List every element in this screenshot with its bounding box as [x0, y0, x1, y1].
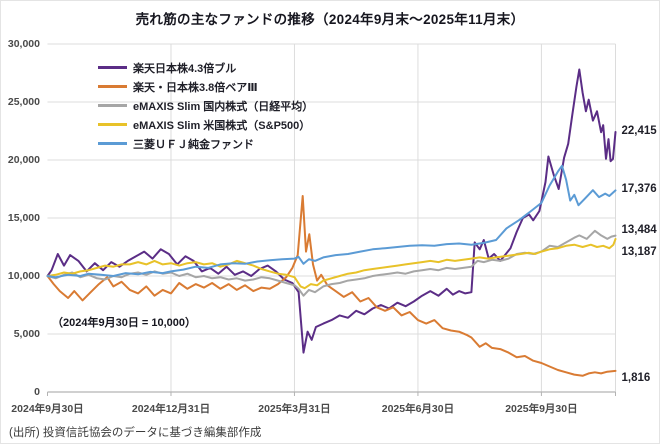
- y-axis-tick-label: 0: [34, 385, 40, 398]
- y-axis-tick-label: 30,000: [7, 37, 40, 50]
- y-axis-tick-label: 10,000: [7, 269, 40, 282]
- series-end-value-label: 1,816: [621, 371, 651, 384]
- legend-label: 三菱ＵＦＪ純金ファンド: [133, 138, 254, 151]
- source-note: (出所) 投資信託協会のデータに基づき編集部作成: [9, 427, 262, 439]
- x-axis-tick-label: 2024年9月30日: [11, 403, 84, 415]
- series-line-0: [46, 68, 617, 354]
- chart-title: 売れ筋の主なファンドの推移（2024年9月末～2025年11月末）: [135, 12, 525, 27]
- y-axis-tick-label: 25,000: [7, 95, 40, 108]
- y-axis-tick-label: 5,000: [13, 327, 40, 340]
- legend-item: 三菱ＵＦＪ純金ファンド: [98, 134, 313, 153]
- legend-item: 楽天日本株4.3倍ブル: [98, 58, 313, 77]
- legend-line-swatch: [98, 142, 127, 145]
- legend-line-swatch: [98, 104, 127, 107]
- series-end-value-label: 13,484: [621, 223, 657, 236]
- series-end-value-label: 13,187: [621, 246, 657, 259]
- y-axis-tick-label: 20,000: [7, 153, 40, 166]
- legend-line-swatch: [98, 66, 127, 69]
- x-axis-tick-label: 2024年12月31日: [131, 403, 211, 415]
- legend-label: 楽天・日本株3.8倍ベアⅢ: [133, 81, 258, 94]
- legend: 楽天日本株4.3倍ブル 楽天・日本株3.8倍ベアⅢ eMAXIS Slim 国内…: [98, 58, 313, 153]
- legend-line-swatch: [98, 85, 127, 88]
- y-axis-tick-label: 15,000: [7, 211, 40, 224]
- legend-label: 楽天日本株4.3倍ブル: [133, 62, 237, 75]
- x-axis-tick-label: 2025年6月30日: [381, 403, 455, 415]
- legend-line-swatch: [98, 123, 127, 126]
- series-line-3: [46, 238, 617, 290]
- legend-label: eMAXIS Slim 米国株式（S&P500）: [133, 119, 311, 132]
- legend-item: eMAXIS Slim 国内株式（日経平均）: [98, 96, 313, 115]
- baseline-annotation: （2024年9月30日 = 10,000）: [52, 317, 197, 329]
- series-end-value-label: 22,415: [621, 124, 657, 137]
- legend-item: 楽天・日本株3.8倍ベアⅢ: [98, 77, 313, 96]
- series-line-1: [46, 195, 617, 377]
- x-axis-tick-label: 2025年9月30日: [505, 403, 578, 415]
- series-end-value-label: 17,376: [621, 183, 657, 196]
- legend-item: eMAXIS Slim 米国株式（S&P500）: [98, 115, 313, 134]
- x-axis-tick-label: 2025年3月31日: [258, 403, 331, 415]
- series-line-4: [46, 164, 617, 279]
- legend-label: eMAXIS Slim 国内株式（日経平均）: [133, 100, 314, 113]
